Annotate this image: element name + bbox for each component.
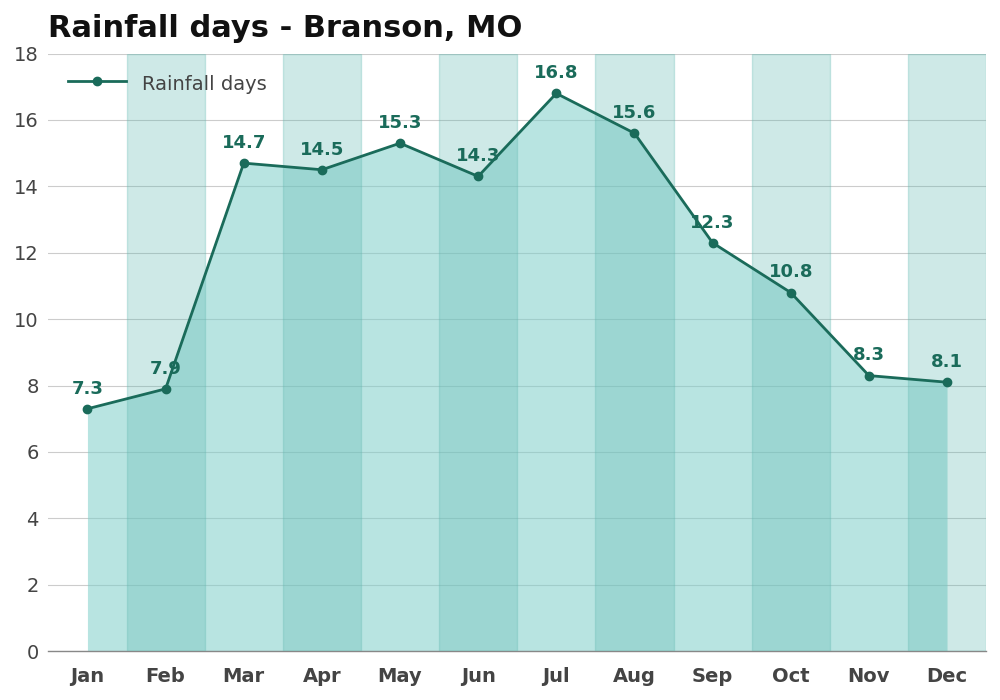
Text: 8.1: 8.1 [931, 353, 963, 371]
Text: 14.3: 14.3 [456, 147, 500, 165]
Text: 12.3: 12.3 [690, 214, 735, 232]
Text: 10.8: 10.8 [768, 263, 813, 281]
Bar [908, 54, 986, 651]
Bar [595, 54, 674, 651]
Text: 15.3: 15.3 [378, 114, 422, 132]
Text: 7.3: 7.3 [71, 379, 103, 398]
Text: 14.5: 14.5 [300, 141, 344, 159]
Bar [127, 54, 205, 651]
Text: 15.6: 15.6 [612, 104, 657, 122]
Text: 14.7: 14.7 [222, 134, 266, 152]
Text: 16.8: 16.8 [534, 64, 579, 83]
Text: 8.3: 8.3 [853, 346, 885, 365]
Bar [752, 54, 830, 651]
Bar [283, 54, 361, 651]
Text: 7.9: 7.9 [150, 360, 182, 378]
Text: Rainfall days - Branson, MO: Rainfall days - Branson, MO [48, 14, 523, 43]
Legend: Rainfall days: Rainfall days [58, 63, 276, 103]
Bar [439, 54, 517, 651]
